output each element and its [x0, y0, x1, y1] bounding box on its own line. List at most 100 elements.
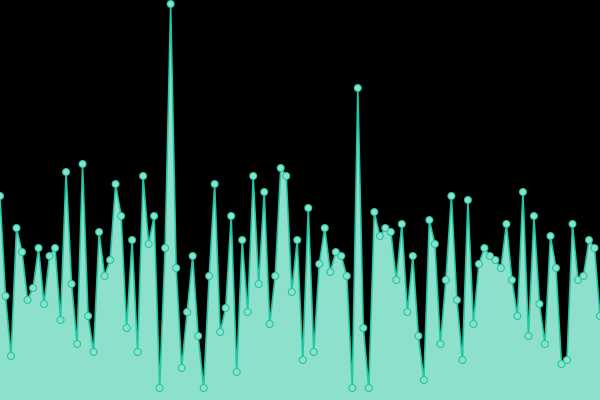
data-point-marker: [518, 187, 527, 197]
data-point-marker: [282, 171, 291, 181]
data-point-marker: [403, 307, 412, 317]
data-point-marker: [205, 271, 214, 281]
data-point-marker: [67, 279, 76, 289]
data-point-marker: [276, 163, 285, 173]
data-point-marker: [397, 219, 406, 229]
data-point-marker: [430, 239, 439, 249]
data-point-marker: [595, 311, 600, 321]
data-point-marker: [287, 287, 296, 297]
data-point-marker: [12, 223, 21, 233]
data-point-marker: [348, 383, 357, 393]
data-point-marker: [359, 323, 368, 333]
data-point-marker: [546, 231, 555, 241]
data-point-marker: [243, 307, 252, 317]
data-point-marker: [414, 331, 423, 341]
area-fill-path: [0, 4, 600, 400]
data-point-marker: [265, 319, 274, 329]
data-point-marker: [579, 271, 588, 281]
data-point-marker: [6, 351, 16, 361]
data-point-marker: [551, 263, 561, 273]
data-point-marker: [117, 211, 126, 221]
data-point-marker: [254, 279, 263, 289]
data-point-marker: [573, 275, 583, 285]
data-point-marker: [23, 295, 32, 305]
data-point-marker: [524, 331, 533, 341]
data-point-marker: [100, 271, 109, 281]
data-point-marker: [474, 259, 483, 269]
data-point-marker: [249, 171, 258, 181]
data-point-marker: [485, 251, 494, 261]
data-point-marker: [238, 235, 247, 245]
data-point-marker: [441, 275, 450, 285]
data-point-marker: [309, 347, 318, 357]
data-point-marker: [496, 263, 505, 273]
data-point-marker: [480, 243, 489, 253]
data-point-marker: [155, 383, 164, 393]
data-point-marker: [0, 191, 5, 201]
data-point-marker: [392, 275, 401, 285]
data-point-marker: [1, 291, 10, 301]
data-point-marker: [326, 267, 335, 277]
data-point-marker: [458, 355, 467, 365]
data-point-marker: [529, 211, 538, 221]
data-point-marker: [452, 295, 461, 305]
data-point-marker: [584, 235, 594, 245]
data-point-marker: [150, 211, 159, 221]
data-point-marker: [353, 83, 362, 93]
data-point-marker: [106, 255, 115, 265]
data-point-marker: [370, 207, 379, 217]
data-point-marker: [161, 243, 170, 253]
data-point-marker: [216, 327, 225, 337]
data-point-marker: [535, 299, 544, 309]
data-point-marker: [183, 307, 192, 317]
data-point-marker: [315, 259, 324, 269]
data-point-marker: [513, 311, 522, 321]
data-point-marker: [17, 247, 27, 257]
data-point-marker: [375, 231, 384, 241]
data-point-marker: [84, 311, 93, 321]
data-point-marker: [95, 227, 104, 237]
data-point-marker: [260, 187, 269, 197]
data-point-marker: [56, 315, 65, 325]
data-point-marker: [507, 275, 516, 285]
data-point-marker: [590, 243, 599, 253]
data-point-marker: [331, 247, 340, 257]
data-point-marker: [122, 323, 131, 333]
data-point-marker: [188, 251, 197, 261]
data-point-marker: [166, 0, 175, 9]
data-point-marker: [491, 255, 500, 265]
data-point-marker: [419, 375, 428, 385]
data-point-marker: [463, 195, 472, 205]
data-point-marker: [133, 347, 142, 357]
data-point-marker: [227, 211, 236, 221]
data-point-marker: [562, 355, 572, 365]
data-point-marker: [39, 299, 49, 309]
data-point-marker: [232, 367, 241, 377]
data-point-marker: [337, 251, 346, 261]
data-point-marker: [408, 251, 417, 261]
data-point-marker: [111, 179, 120, 189]
data-point-marker: [298, 355, 307, 365]
data-point-marker: [128, 235, 137, 245]
data-point-marker: [78, 159, 87, 169]
data-point-marker: [89, 347, 98, 357]
data-point-marker: [342, 271, 351, 281]
data-point-marker: [144, 239, 153, 249]
data-point-marker: [50, 243, 60, 253]
data-point-marker: [436, 339, 445, 349]
data-point-marker: [386, 227, 395, 237]
data-point-marker: [177, 363, 186, 373]
data-point-marker: [73, 339, 82, 349]
data-point-marker: [293, 235, 302, 245]
data-point-marker: [45, 251, 54, 261]
data-point-marker: [568, 219, 577, 229]
data-point-marker: [199, 383, 208, 393]
data-point-marker: [425, 215, 434, 225]
data-point-marker: [447, 191, 456, 201]
data-point-marker: [364, 383, 373, 393]
data-point-marker: [381, 223, 390, 233]
data-point-marker: [557, 359, 566, 369]
